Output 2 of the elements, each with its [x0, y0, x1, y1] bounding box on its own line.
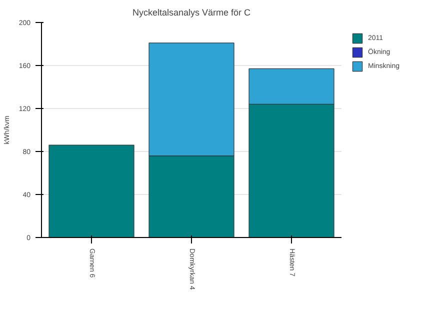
chart-title: Nyckeltalsanalys Värme för C	[132, 8, 252, 18]
bar	[48, 144, 134, 238]
